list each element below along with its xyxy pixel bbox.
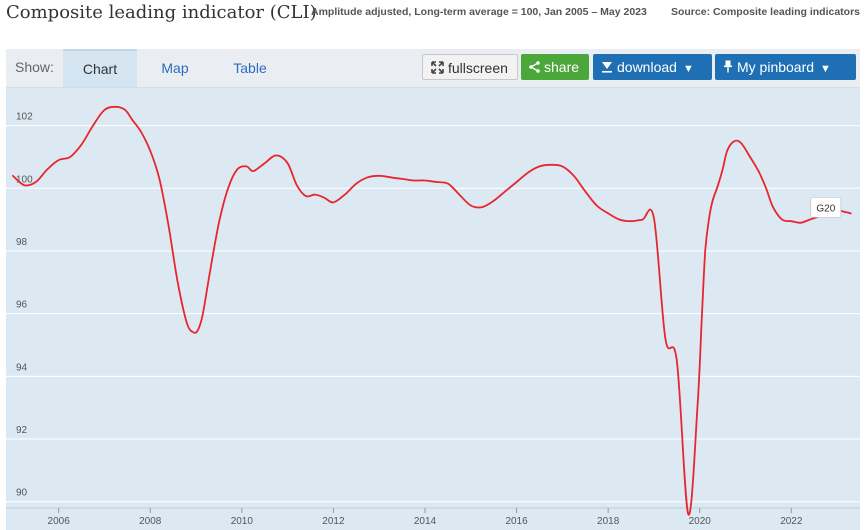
page-title: Composite leading indicator (CLI) bbox=[6, 2, 317, 23]
x-tick-label: 2012 bbox=[322, 516, 345, 527]
x-tick-label: 2018 bbox=[597, 516, 620, 527]
y-tick-label: 94 bbox=[16, 362, 28, 373]
chevron-down-icon: ▼ bbox=[682, 63, 694, 75]
download-button[interactable]: download ▼ bbox=[593, 54, 712, 80]
y-tick-label: 98 bbox=[16, 237, 28, 248]
fullscreen-label: fullscreen bbox=[448, 60, 508, 76]
share-icon bbox=[529, 54, 540, 80]
x-tick-label: 2008 bbox=[139, 516, 162, 527]
x-tick-label: 2010 bbox=[231, 516, 254, 527]
y-tick-label: 100 bbox=[16, 174, 33, 185]
pinboard-button[interactable]: My pinboard ▼ bbox=[715, 54, 856, 80]
show-label: Show: bbox=[15, 59, 54, 75]
header: Composite leading indicator (CLI) Amplit… bbox=[0, 0, 866, 30]
series-line-g20 bbox=[12, 105, 852, 516]
tab-map[interactable]: Map bbox=[161, 60, 189, 76]
fullscreen-button[interactable]: fullscreen bbox=[422, 54, 518, 80]
source-text: Source: Composite leading indicators bbox=[670, 6, 860, 18]
download-icon bbox=[601, 54, 613, 80]
x-tick-label: 2006 bbox=[48, 516, 71, 527]
x-tick-label: 2016 bbox=[505, 516, 528, 527]
y-tick-label: 102 bbox=[16, 112, 33, 123]
y-tick-label: 96 bbox=[16, 300, 28, 311]
y-tick-label: 90 bbox=[16, 488, 28, 499]
chart-area: 90 92 94 96 98 100 102 2006 2008 2010 2012 2014 2016… bbox=[6, 88, 860, 530]
tab-chart[interactable]: Chart bbox=[63, 49, 137, 87]
y-tick-label: 92 bbox=[16, 425, 28, 436]
series-label-box bbox=[810, 197, 842, 218]
share-label: share bbox=[544, 59, 580, 75]
page-subtitle: Amplitude adjusted, Long-term average = … bbox=[311, 6, 647, 18]
toolbar: Show: Chart Map Table fullscreen share d… bbox=[6, 49, 860, 88]
pinboard-label: My pinboard bbox=[737, 59, 815, 75]
x-tick-label: 2022 bbox=[780, 516, 803, 527]
chevron-down-icon: ▼ bbox=[820, 63, 831, 75]
fullscreen-icon bbox=[431, 55, 444, 81]
pin-icon bbox=[723, 54, 733, 80]
x-tick-label: 2014 bbox=[414, 516, 437, 527]
download-label: download bbox=[617, 59, 677, 75]
cli-line-chart: 90 92 94 96 98 100 102 2006 2008 2010 2012 2014 2016… bbox=[6, 105, 860, 527]
series-label: G20 bbox=[816, 203, 835, 214]
tab-table[interactable]: Table bbox=[233, 60, 267, 76]
x-tick-label: 2020 bbox=[689, 516, 712, 527]
share-button[interactable]: share bbox=[521, 54, 589, 80]
